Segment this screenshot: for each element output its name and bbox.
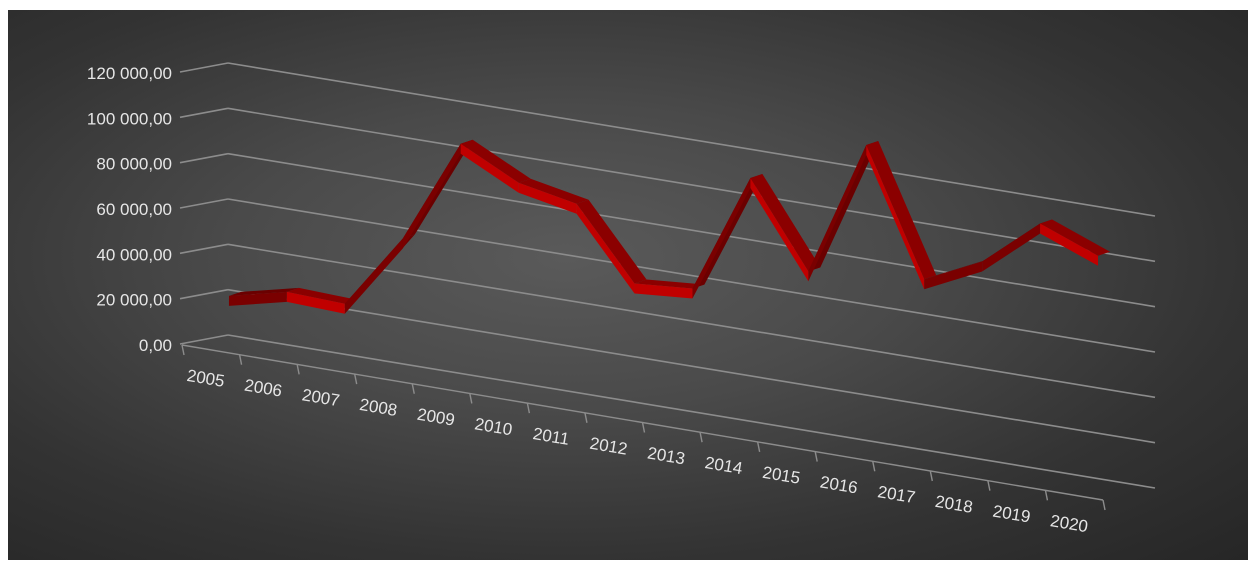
x-tick-mark [526, 402, 531, 414]
gridline-side [179, 62, 229, 73]
x-tick-mark [756, 441, 761, 453]
ribbon-segment-top [228, 287, 299, 296]
x-tick-label: 2011 [531, 424, 570, 449]
series-ribbon [228, 139, 1111, 314]
x-tick-mark [814, 451, 818, 462]
ribbon-segment-top [1040, 219, 1111, 256]
x-tick-mark [181, 344, 185, 356]
x-tick-mark [987, 480, 991, 491]
x-tick-mark [296, 364, 300, 375]
x-tick-label: 2018 [934, 492, 974, 517]
ribbon-segment-top [518, 178, 589, 204]
x-tick-mark [872, 461, 876, 472]
x-tick-label: 2015 [761, 463, 801, 488]
ribbon-segment [344, 238, 403, 314]
x-tick-label: 2013 [646, 443, 686, 468]
ribbon-segment-top [576, 199, 647, 284]
ribbon-segment [228, 291, 287, 306]
gridline-side [179, 334, 229, 345]
x-tick-mark [469, 393, 473, 404]
ribbon-segment-top [866, 140, 937, 280]
chart-area [8, 10, 1248, 560]
x-tick-mark [1044, 490, 1049, 501]
gridline-side [179, 152, 229, 164]
y-tick-label: 40 000,00 [96, 245, 172, 264]
ribbon-segment [924, 261, 983, 290]
gridline [227, 152, 1156, 308]
gridline [227, 107, 1156, 263]
x-tick-mark [641, 422, 646, 433]
ribbon-segment-top [750, 173, 821, 272]
x-axis: 2005 2006 2007 2008 2009 2010 2011 2012 2013 2014… [181, 344, 1106, 536]
x-tick-label: 2014 [704, 453, 744, 478]
ribbon-segment [1040, 223, 1099, 266]
y-tick-label: 120 000,00 [87, 64, 172, 83]
ribbon-segment-top [634, 279, 705, 289]
ribbon-segment [750, 177, 809, 282]
ribbon-segment [286, 291, 345, 314]
ribbon-segment [634, 283, 693, 299]
x-tick-mark [1102, 499, 1106, 511]
ribbon-segment [692, 177, 751, 299]
y-tick-label: 20 000,00 [96, 291, 172, 310]
gridline [227, 198, 1156, 353]
x-tick-label: 2006 [243, 376, 283, 401]
gridlines [179, 62, 1156, 489]
x-tick-mark [929, 470, 933, 482]
x-tick-label: 2005 [185, 366, 225, 391]
y-tick-label: 100 000,00 [87, 109, 172, 128]
y-tick-label: 60 000,00 [96, 200, 172, 219]
gridline [227, 288, 1156, 444]
gridline [227, 243, 1156, 399]
ribbon-segment [402, 143, 461, 249]
x-tick-mark [584, 412, 588, 423]
ribbon-segment [982, 223, 1041, 272]
x-tick-label: 2020 [1049, 511, 1089, 536]
x-tick-label: 2009 [416, 405, 456, 430]
x-tick-label: 2010 [473, 414, 513, 439]
x-tick-mark [354, 373, 358, 385]
x-tick-mark [238, 354, 243, 365]
gridline [227, 334, 1156, 489]
x-tick-label: 2012 [588, 434, 628, 459]
gridline-side [179, 288, 229, 300]
y-tick-label: 0,00 [139, 336, 172, 355]
x-tick-mark [699, 432, 703, 443]
y-axis-ticks: 0,00 20 000,00 40 000,00 60 000,00 80 000,00… [87, 64, 172, 355]
x-tick-label: 2007 [301, 385, 341, 410]
x-tick-label: 2016 [819, 472, 859, 497]
x-tick-label: 2008 [358, 395, 398, 420]
gridline-side [179, 198, 229, 209]
y-tick-label: 80 000,00 [96, 155, 172, 174]
gridline-side [179, 243, 229, 255]
x-tick-mark [411, 383, 415, 394]
ribbon-segment-top [286, 287, 357, 304]
ribbon-segment [518, 182, 577, 214]
x-tick-label: 2019 [991, 502, 1031, 527]
ribbon-segment-top [460, 139, 531, 183]
ribbon-segment-top [924, 257, 995, 280]
x-tick-label: 2017 [876, 482, 916, 507]
gridline-side [179, 107, 229, 119]
gridline [227, 62, 1156, 217]
ribbon-segment [808, 144, 867, 282]
ribbon-segment [866, 144, 925, 290]
ribbon-segment [576, 203, 635, 294]
ribbon-segment [460, 143, 519, 193]
